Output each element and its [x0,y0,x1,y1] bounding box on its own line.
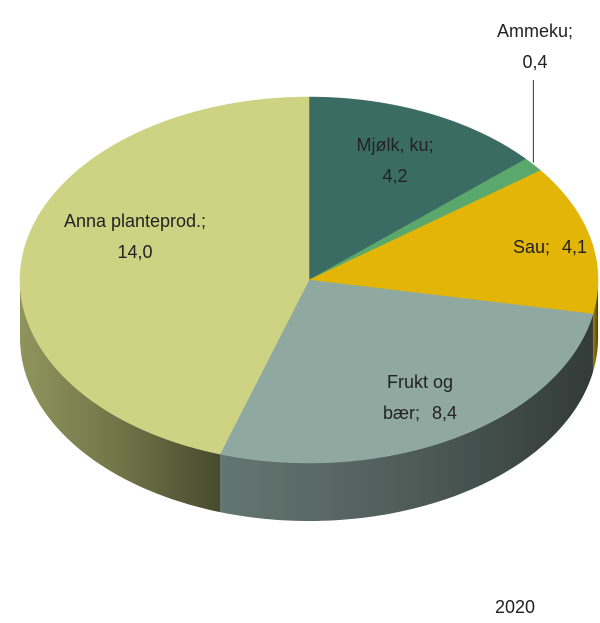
value-label: 8,4 [431,403,458,423]
category-label: Ammeku; [496,21,574,41]
category-label: Anna planteprod.; [63,211,207,231]
slice-label: Anna planteprod.; 14,0 [60,206,210,268]
slice [308,170,599,315]
slice-label: Mjølk, ku; 4,2 [330,130,460,192]
category-label: Frukt og bær; [382,372,454,423]
slice [219,279,594,464]
slice [308,96,527,281]
value-label: 4,1 [562,237,588,257]
value-label: 14,0 [117,242,153,262]
slice [308,158,542,281]
slice-side [20,280,220,513]
slice [19,96,310,455]
slice-label: Ammeku; 0,4 [480,16,590,78]
category-label: Sau; [512,237,550,257]
slice-label: Frukt og bær; 8,4 [350,367,490,429]
slice-label: Sau; 4,1 [470,232,600,263]
annotation: 2020 [494,597,536,617]
value-label: 4,2 [382,166,408,186]
category-label: Mjølk, ku; [356,135,434,155]
slice-side [219,314,593,521]
slice-side [592,280,598,372]
value-label: 0,4 [522,52,548,72]
